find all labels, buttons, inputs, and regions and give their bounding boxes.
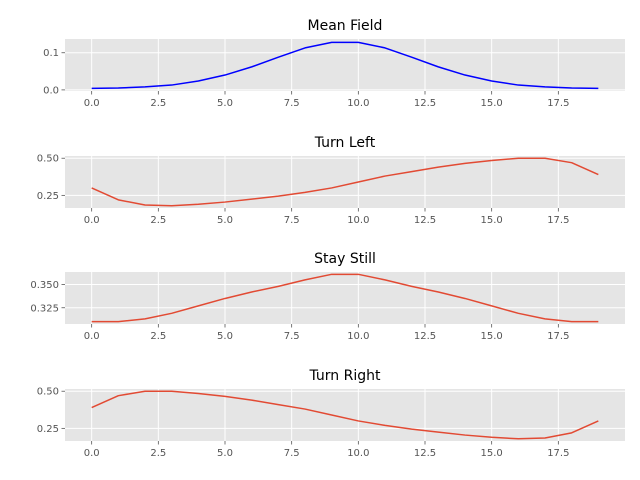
x-tick-label: 12.5 — [414, 98, 436, 109]
y-tick-label: 0.25 — [37, 424, 59, 435]
subplot-title: Turn Right — [309, 368, 382, 384]
x-tick-label: 7.5 — [284, 98, 300, 109]
x-tick-label: 0.0 — [84, 215, 100, 226]
x-tick-label: 10.0 — [347, 448, 369, 459]
subplot-title: Mean Field — [308, 18, 383, 34]
x-tick-label: 12.5 — [414, 215, 436, 226]
x-tick-label: 7.5 — [284, 215, 300, 226]
subplot-3: 0.0 2.5 5.0 7.5 10.0 12.5 15.0 17.5 0.325 0.350 St… — [30, 251, 625, 342]
x-tick-label: 17.5 — [547, 98, 569, 109]
x-tick-label: 12.5 — [414, 331, 436, 342]
x-tick-label: 10.0 — [347, 98, 369, 109]
x-tick-label: 2.5 — [150, 331, 166, 342]
series-line — [91, 390, 599, 440]
y-tick-label: 0.50 — [37, 387, 59, 398]
x-tick-label: 5.0 — [217, 98, 233, 109]
subplot-title: Turn Left — [314, 135, 376, 151]
x-tick-label: 10.0 — [347, 215, 369, 226]
subplot-grid: 0.0 2.5 5.0 7.5 10.0 12.5 15.0 17.5 0.0 0.1 Mean F… — [30, 18, 625, 459]
series-line — [91, 157, 599, 207]
x-tick-label: 15.0 — [481, 98, 503, 109]
x-tick-label: 17.5 — [547, 215, 569, 226]
x-tick-label: 17.5 — [547, 331, 569, 342]
plot-area — [65, 39, 625, 91]
x-tick-label: 7.5 — [284, 331, 300, 342]
x-tick-label: 0.0 — [84, 448, 100, 459]
y-tick-label: 0.0 — [43, 85, 59, 96]
plot-area — [65, 272, 625, 324]
subplot-2: 0.0 2.5 5.0 7.5 10.0 12.5 15.0 17.5 0.25 0.50 Turn… — [37, 135, 625, 226]
x-tick-label: 17.5 — [547, 448, 569, 459]
y-tick-label: 0.25 — [37, 191, 59, 202]
x-tick-label: 0.0 — [84, 331, 100, 342]
y-tick-label: 0.1 — [43, 48, 59, 59]
y-tick-label: 0.350 — [30, 280, 59, 291]
y-tick-label: 0.325 — [30, 303, 59, 314]
y-tick-label: 0.50 — [37, 154, 59, 165]
x-tick-label: 5.0 — [217, 448, 233, 459]
series-line — [91, 273, 599, 323]
x-tick-label: 15.0 — [481, 448, 503, 459]
x-tick-label: 5.0 — [217, 331, 233, 342]
x-tick-label: 15.0 — [481, 215, 503, 226]
x-tick-label: 2.5 — [150, 215, 166, 226]
x-tick-label: 12.5 — [414, 448, 436, 459]
x-tick-label: 0.0 — [84, 98, 100, 109]
plot-area — [65, 389, 625, 441]
x-tick-label: 2.5 — [150, 98, 166, 109]
x-tick-label: 10.0 — [347, 331, 369, 342]
subplot-4: 0.0 2.5 5.0 7.5 10.0 12.5 15.0 17.5 0.25 0.50 Turn… — [37, 368, 625, 459]
subplot-title: Stay Still — [314, 251, 376, 267]
series-line — [91, 41, 599, 90]
subplot-1: 0.0 2.5 5.0 7.5 10.0 12.5 15.0 17.5 0.0 0.1 Mean F… — [43, 18, 625, 109]
plot-area — [65, 156, 625, 208]
x-tick-label: 5.0 — [217, 215, 233, 226]
x-tick-label: 15.0 — [481, 331, 503, 342]
x-tick-label: 7.5 — [284, 448, 300, 459]
x-tick-label: 2.5 — [150, 448, 166, 459]
